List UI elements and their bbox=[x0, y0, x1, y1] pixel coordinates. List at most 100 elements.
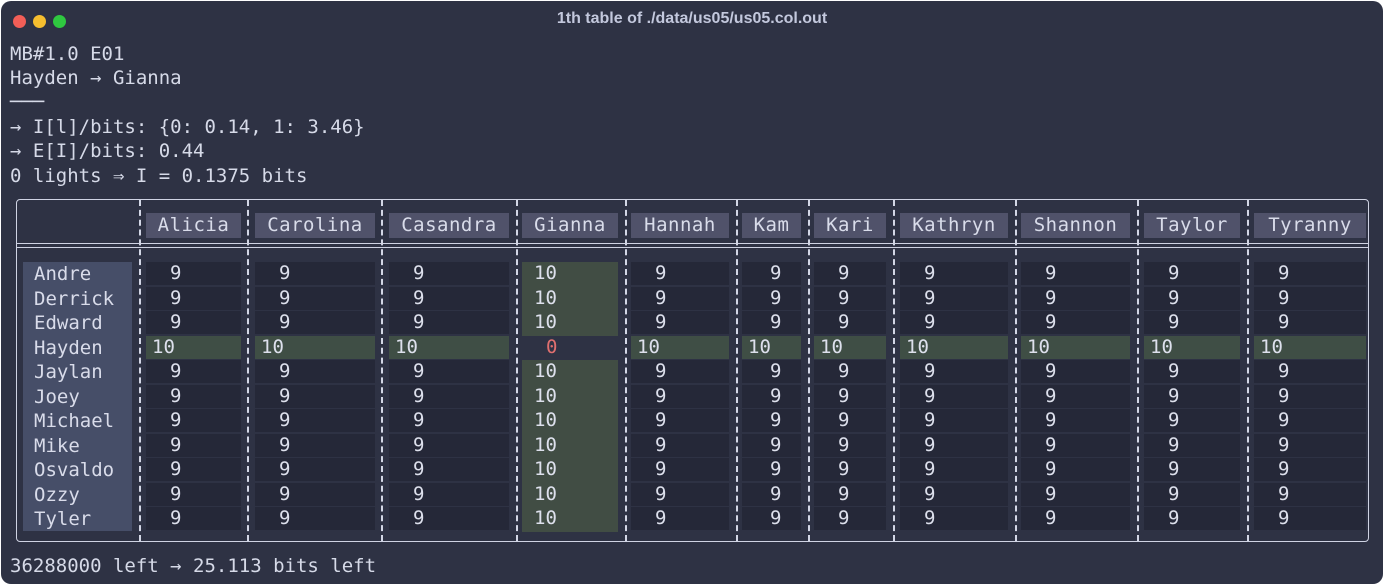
table-cell: 9 bbox=[1144, 360, 1240, 383]
cell-value: 9 bbox=[838, 482, 850, 505]
table-cell: 9 bbox=[389, 262, 509, 285]
cell-value: 9 bbox=[1168, 433, 1180, 456]
header-separator bbox=[17, 243, 1368, 244]
table-cell: 9 bbox=[631, 458, 729, 481]
cell-value: 9 bbox=[1278, 360, 1290, 382]
cell-value: 9 bbox=[655, 262, 667, 284]
cell-value: 9 bbox=[1168, 360, 1180, 382]
table-cell: 9 bbox=[814, 286, 886, 310]
row-label: Ozzy bbox=[34, 483, 80, 506]
table-cell: 10 bbox=[522, 360, 618, 385]
close-window-button[interactable] bbox=[13, 15, 26, 28]
result-table: Andre Derrick Edward Hayden Jaylan Joey Michae… bbox=[16, 199, 1369, 542]
cell-value: 10 bbox=[534, 409, 557, 431]
table-cell: 9 bbox=[1021, 360, 1130, 383]
table-cell: 9 bbox=[900, 286, 1008, 310]
cell-value: 9 bbox=[770, 262, 782, 284]
table-cell: 9 bbox=[1254, 360, 1366, 383]
output-line: 0 lights ⇒ I = 0.1375 bits bbox=[10, 165, 308, 187]
column-header: Kari bbox=[814, 213, 886, 238]
row-label: Tyler bbox=[34, 508, 92, 530]
table-cell: 10 bbox=[814, 335, 886, 359]
footer-status: 36288000 left → 25.113 bits left bbox=[10, 555, 377, 577]
cell-value: 9 bbox=[1168, 458, 1180, 480]
cell-value: 9 bbox=[1168, 311, 1180, 333]
table-cell: 9 bbox=[255, 360, 375, 383]
table-cell: 9 bbox=[742, 311, 801, 334]
table-cell: 9 bbox=[146, 482, 241, 506]
table-cell: 10 bbox=[522, 384, 618, 409]
cell-value: 9 bbox=[655, 384, 667, 407]
column-separator bbox=[1015, 200, 1017, 541]
table-cell: 10 bbox=[255, 335, 375, 359]
cell-value: 9 bbox=[170, 286, 182, 309]
title-bar: 1th table of ./data/us05/us05.col.out bbox=[1, 1, 1383, 41]
cell-value: 10 bbox=[906, 335, 929, 358]
cell-value: 9 bbox=[279, 433, 291, 456]
cell-value: 9 bbox=[770, 507, 782, 529]
table-cell: 9 bbox=[814, 458, 886, 481]
cell-value: 9 bbox=[838, 360, 850, 382]
header-separator bbox=[17, 247, 1368, 248]
cell-value: 9 bbox=[838, 384, 850, 407]
table-cell: 9 bbox=[814, 433, 886, 457]
table-cell: 9 bbox=[1254, 433, 1366, 457]
table-cell: 9 bbox=[389, 286, 509, 310]
row-label: Joey bbox=[34, 385, 80, 408]
cell-value: 9 bbox=[838, 262, 850, 284]
output-line: → E[I]/bits: 0.44 bbox=[10, 140, 205, 162]
cell-value: 9 bbox=[838, 311, 850, 333]
table-cell: 10 bbox=[1021, 335, 1130, 359]
cell-value: 9 bbox=[279, 409, 291, 431]
table-cell: 9 bbox=[255, 311, 375, 334]
cell-value: 10 bbox=[1260, 335, 1283, 358]
cell-value: 9 bbox=[413, 360, 425, 382]
output-line: ─── bbox=[10, 91, 45, 113]
cell-value: 9 bbox=[413, 262, 425, 284]
cell-value: 9 bbox=[1168, 482, 1180, 505]
cell-value: 9 bbox=[770, 458, 782, 480]
cell-value: 9 bbox=[770, 433, 782, 456]
row-label: Jaylan bbox=[34, 361, 103, 383]
table-cell: 9 bbox=[1021, 458, 1130, 481]
table-cell: 9 bbox=[255, 384, 375, 408]
cell-value: 9 bbox=[770, 286, 782, 309]
table-cell: 9 bbox=[146, 360, 241, 383]
table-border bbox=[16, 199, 1369, 542]
cell-value: 10 bbox=[534, 262, 557, 284]
table-cell: 9 bbox=[1021, 433, 1130, 457]
minimize-window-button[interactable] bbox=[33, 15, 46, 28]
cell-value: 9 bbox=[1168, 384, 1180, 407]
maximize-window-button[interactable] bbox=[53, 15, 66, 28]
cell-value: 9 bbox=[1278, 286, 1290, 309]
column-separator bbox=[381, 200, 383, 541]
cell-value: 9 bbox=[413, 384, 425, 407]
cell-value: 9 bbox=[838, 409, 850, 431]
cell-value: 9 bbox=[413, 507, 425, 529]
table-cell: 9 bbox=[900, 433, 1008, 457]
table-cell: 10 bbox=[522, 482, 618, 507]
cell-value: 9 bbox=[1278, 262, 1290, 284]
table-cell: 9 bbox=[1144, 409, 1240, 432]
table-cell: 9 bbox=[814, 482, 886, 506]
cell-value: 9 bbox=[924, 360, 936, 382]
cell-value: 9 bbox=[655, 286, 667, 309]
cell-value: 9 bbox=[1168, 409, 1180, 431]
table-cell: 9 bbox=[742, 262, 801, 285]
table-cell: 9 bbox=[1021, 286, 1130, 310]
table-cell: 9 bbox=[255, 458, 375, 481]
table-cell: 9 bbox=[631, 262, 729, 285]
table-cell: 9 bbox=[900, 360, 1008, 383]
table-cell: 9 bbox=[742, 286, 801, 310]
cell-value: 9 bbox=[1278, 482, 1290, 505]
cell-value: 10 bbox=[534, 507, 557, 529]
column-separator bbox=[736, 200, 738, 541]
cell-value: 9 bbox=[1168, 507, 1180, 529]
table-cell: 9 bbox=[1144, 286, 1240, 310]
cell-value: 9 bbox=[655, 458, 667, 480]
table-cell: 9 bbox=[1254, 384, 1366, 408]
table-cell: 10 bbox=[522, 433, 618, 458]
table-cell: 9 bbox=[814, 384, 886, 408]
cell-value: 9 bbox=[655, 482, 667, 505]
cell-value: 9 bbox=[1045, 409, 1057, 431]
